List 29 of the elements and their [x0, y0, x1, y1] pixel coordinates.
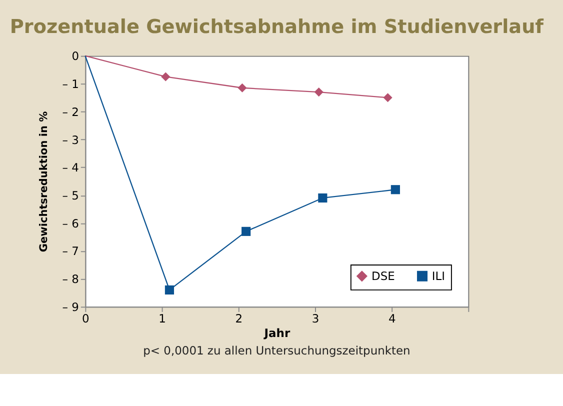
- point: [318, 193, 328, 203]
- y-tick-label: – 4: [62, 160, 79, 175]
- x-axis-title: Jahr: [263, 326, 290, 340]
- point: [238, 83, 247, 92]
- y-tick-label: – 7: [62, 244, 79, 258]
- y-tick-label: – 3: [62, 132, 79, 147]
- point: [390, 185, 400, 194]
- point: [383, 93, 392, 102]
- y-tick-label: – 5: [62, 188, 79, 202]
- text: p< 0,0001 zu allen Untersuchungszeitpunkten: [143, 344, 410, 358]
- y-tick-label: – 2: [62, 104, 79, 119]
- y-tick-label: – 6: [62, 216, 79, 230]
- y-tick-label: 0: [72, 49, 79, 64]
- x-tick-label: 2: [235, 311, 243, 326]
- x-tick-label: 1: [158, 311, 166, 326]
- y-tick-label: – 1: [62, 77, 79, 92]
- x-tick-label: 4: [388, 311, 396, 326]
- point: [242, 226, 251, 236]
- chart-title: Prozentuale Gewichtsabnahme im Studienverlauf: [10, 14, 544, 38]
- point: [164, 285, 174, 295]
- legend-label: ILI: [432, 269, 445, 283]
- point: [314, 88, 324, 97]
- y-axis-title: Gewichtsreduktion in %: [38, 110, 50, 252]
- x-tick-label: 3: [312, 311, 320, 326]
- legend-label: DSE: [372, 269, 395, 283]
- x-tick-label: 0: [82, 311, 90, 326]
- y-tick-label: – 9: [62, 300, 79, 314]
- point: [161, 72, 170, 82]
- y-tick-label: – 8: [62, 272, 79, 286]
